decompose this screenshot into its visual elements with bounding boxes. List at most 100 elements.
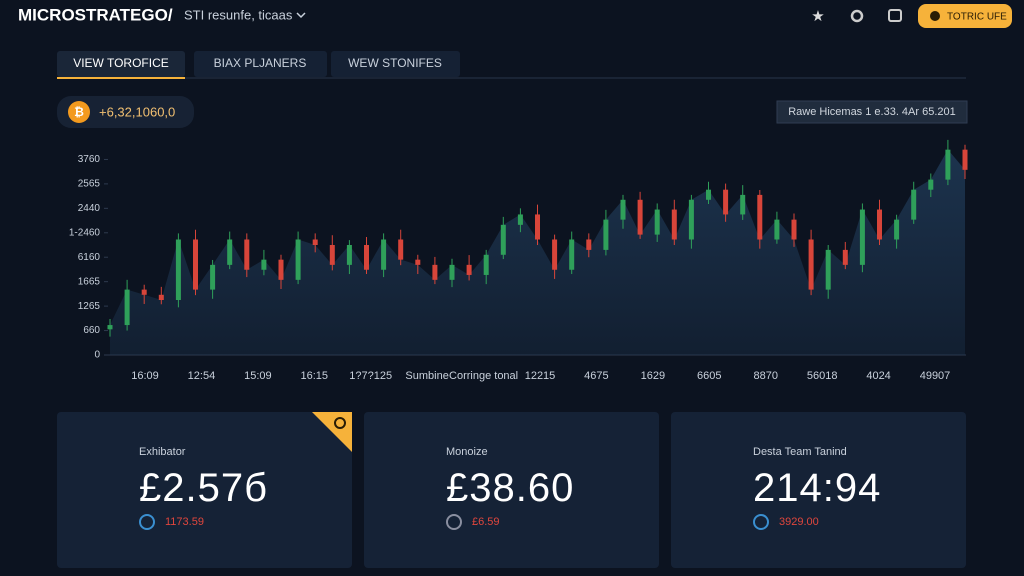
x-tick-label: 6605	[697, 370, 721, 382]
candle-body	[415, 259, 421, 265]
candle-body	[569, 239, 575, 270]
x-tick-label: 4024	[866, 370, 890, 382]
tab[interactable]	[57, 51, 185, 77]
bitcoin-icon	[68, 101, 90, 123]
candle-body	[312, 239, 318, 245]
dashboard: MICROSTRATEGO/ STI resunfe, ticaas ★ TOT…	[18, 4, 1012, 382]
candle-body	[449, 264, 455, 280]
stat-card: Desta Team Tanind 214:94 3929.00	[671, 412, 966, 568]
corner-badge	[312, 412, 352, 452]
candle-body	[603, 219, 609, 250]
card-change: 3929.00	[779, 516, 819, 528]
candle-body	[723, 189, 729, 215]
candle-body	[329, 245, 335, 265]
candle-body	[364, 245, 369, 270]
y-tick-label: 2440	[78, 203, 101, 214]
tab-label[interactable]: VIEW TOROFICE	[73, 56, 169, 70]
candle-body	[193, 239, 198, 290]
card-value: £38.60	[446, 466, 575, 510]
x-tick-label: 1629	[641, 370, 665, 382]
candle-body	[825, 249, 831, 290]
card-label: Desta Team Tanind	[753, 446, 847, 458]
candle-body	[175, 239, 181, 300]
candle-body	[466, 264, 472, 275]
x-tick-label: 12215	[525, 370, 556, 382]
button-label[interactable]: TOTRIC UFE	[947, 12, 1007, 23]
card-icon	[753, 514, 769, 530]
tab-label[interactable]: BIAX PLJANERS	[214, 56, 307, 70]
x-tick-label: 16:09	[131, 370, 159, 382]
candle-body	[945, 149, 951, 180]
candle-body	[535, 214, 540, 240]
tab[interactable]	[331, 51, 460, 77]
candle-body	[928, 179, 934, 190]
candle-body	[381, 239, 387, 270]
x-tick-label: 12:54	[188, 370, 216, 382]
x-tick-label: 56018	[807, 370, 838, 382]
candle-body	[278, 259, 284, 280]
candle-body	[774, 219, 780, 240]
card-value: 214:94	[753, 466, 882, 510]
subtitle[interactable]: STI resunfe, ticaas	[184, 7, 293, 22]
candle-body	[757, 194, 763, 240]
action-button[interactable]	[918, 4, 1012, 28]
candle-body	[158, 294, 164, 300]
candle-body	[706, 189, 711, 200]
y-tick-label: 3760	[78, 154, 101, 165]
brand: MICROSTRATEGO/	[18, 5, 173, 24]
y-tick-label: 660	[83, 325, 100, 336]
card-label: Exhibator	[139, 446, 186, 458]
stat-card: Exhibator £2.57б 1173.59	[57, 412, 352, 568]
card-icon	[446, 514, 462, 530]
candle-body	[141, 289, 147, 295]
candle-body	[227, 239, 233, 265]
x-tick-label: 8870	[753, 370, 777, 382]
candle-body	[877, 209, 882, 240]
x-tick-label: 16:15	[301, 370, 329, 382]
price-area	[110, 149, 965, 355]
candle-body	[261, 259, 267, 270]
range-box[interactable]	[776, 100, 968, 124]
candle-body	[962, 149, 968, 170]
settings-icon[interactable]	[850, 9, 864, 23]
candle-body	[107, 325, 113, 330]
candle-body	[500, 224, 506, 255]
x-tick-label: Corringe tonal	[449, 370, 518, 382]
box-icon[interactable]	[888, 9, 902, 22]
tab[interactable]	[194, 51, 327, 77]
dropdown-icon[interactable]	[296, 12, 306, 19]
candle-body	[552, 239, 558, 270]
candle-body	[654, 209, 660, 235]
x-tick-label: 15:09	[244, 370, 272, 382]
x-tick-label: 4675	[584, 370, 608, 382]
candle-body	[210, 264, 216, 290]
candle-body	[398, 239, 404, 260]
card-change: £6.59	[472, 516, 500, 528]
candle-body	[894, 219, 900, 240]
candle-body	[432, 264, 438, 280]
candle-body	[586, 239, 592, 250]
candle-body	[808, 239, 814, 290]
price-badge	[57, 96, 194, 128]
y-tick-label: 6160	[78, 252, 101, 263]
y-tick-label: 0	[94, 350, 100, 361]
y-tick-label: 1265	[78, 301, 101, 312]
candle-body	[124, 289, 130, 326]
candle-body	[483, 254, 489, 275]
price-value: +6,32,1060,0	[99, 104, 175, 119]
candle-body	[244, 239, 250, 270]
tab-label[interactable]: WEW STONIFES	[348, 56, 442, 70]
card-value: £2.57б	[139, 466, 269, 510]
y-tick-label: 2565	[78, 179, 101, 190]
x-tick-label: Sumbine	[405, 370, 448, 382]
candle-body	[620, 199, 626, 220]
range-label[interactable]: Rawe Hicemas 1 e.33. 4Ar 65.201	[788, 106, 956, 118]
candle-body	[688, 199, 694, 240]
stat-card: Monoize £38.60 £6.59	[364, 412, 659, 568]
card-label: Monoize	[446, 446, 488, 458]
candle-body	[637, 199, 643, 235]
star-icon[interactable]: ★	[811, 8, 824, 25]
candle-body	[842, 249, 848, 265]
candle-body	[791, 219, 797, 240]
bitcoin-symbol: ₿	[74, 105, 84, 119]
